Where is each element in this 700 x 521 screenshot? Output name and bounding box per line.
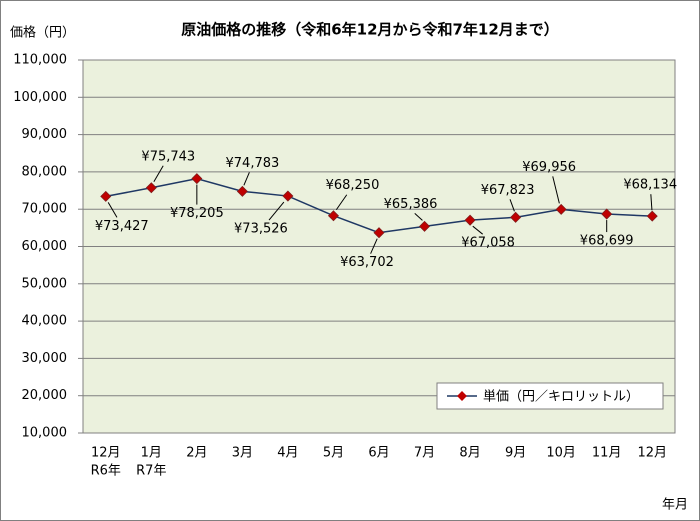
data-label: ¥67,823 [481, 183, 535, 198]
leader-line [650, 194, 653, 211]
x-axis-label: 年月 [662, 498, 688, 513]
leader-line [414, 213, 423, 221]
y-tick-label: 30,000 [22, 351, 68, 366]
data-point [327, 210, 339, 222]
data-point [601, 208, 613, 220]
data-point [646, 210, 658, 222]
data-label: ¥67,058 [461, 236, 515, 251]
y-axis-label: 価格（円） [10, 25, 75, 41]
y-tick-label: 50,000 [22, 276, 68, 291]
data-label: ¥68,250 [326, 178, 380, 193]
y-tick-label: 10,000 [22, 426, 68, 441]
data-point [464, 214, 476, 226]
x-tick-label: 7月 [414, 446, 435, 461]
leader-line [552, 176, 560, 204]
y-tick-label: 40,000 [22, 314, 68, 329]
chart-title: 原油価格の推移（令和6年12月から令和7年12月まで） [181, 21, 559, 39]
legend-label: 単価（円／キロリットル） [483, 389, 639, 405]
legend-marker [457, 391, 467, 401]
x-tick-label: 11月 [592, 446, 622, 461]
x-tick-label: R6年 [91, 464, 121, 479]
data-label: ¥78,205 [170, 206, 224, 221]
data-point [145, 182, 157, 194]
data-label: ¥69,956 [522, 160, 576, 175]
data-point [555, 203, 567, 215]
y-tick-label: 80,000 [22, 164, 68, 179]
x-tick-label: 3月 [232, 446, 253, 461]
data-point [510, 211, 522, 223]
leader-line [268, 201, 285, 221]
y-tick-label: 60,000 [22, 239, 68, 254]
y-tick-label: 70,000 [22, 202, 68, 217]
leader-line [335, 194, 348, 211]
data-label: ¥73,427 [95, 219, 149, 234]
x-tick-label: 1月 [141, 446, 162, 461]
data-point [100, 190, 112, 202]
x-tick-label: 2月 [186, 446, 207, 461]
x-tick-label: 12月 [637, 446, 667, 461]
data-label: ¥74,783 [226, 156, 280, 171]
leader-line [153, 165, 164, 183]
x-tick-label: R7年 [136, 464, 166, 479]
x-tick-label: 8月 [459, 446, 480, 461]
x-tick-label: 5月 [323, 446, 344, 461]
data-label: ¥63,702 [340, 255, 394, 270]
leader-line [370, 238, 378, 254]
data-point [373, 227, 385, 239]
y-tick-label: 110,000 [13, 53, 67, 68]
x-tick-label: 4月 [277, 446, 298, 461]
data-point [282, 190, 294, 202]
data-label: ¥75,743 [141, 149, 195, 164]
data-point [419, 220, 431, 232]
data-label: ¥68,134 [623, 178, 677, 193]
leader-line [107, 202, 118, 218]
data-point [191, 173, 203, 185]
data-label: ¥65,386 [384, 197, 438, 212]
data-label: ¥68,699 [580, 234, 634, 249]
x-tick-label: 6月 [368, 446, 389, 461]
data-label: ¥73,526 [234, 222, 288, 237]
leader-line [509, 199, 515, 212]
x-tick-label: 10月 [546, 446, 576, 461]
y-tick-label: 20,000 [22, 388, 68, 403]
x-tick-label: 12月 [91, 446, 121, 461]
leader-line [243, 172, 250, 186]
y-tick-label: 90,000 [22, 127, 68, 142]
x-tick-label: 9月 [505, 446, 526, 461]
y-tick-label: 100,000 [13, 90, 67, 105]
leader-line [472, 225, 483, 235]
data-point [236, 185, 248, 197]
